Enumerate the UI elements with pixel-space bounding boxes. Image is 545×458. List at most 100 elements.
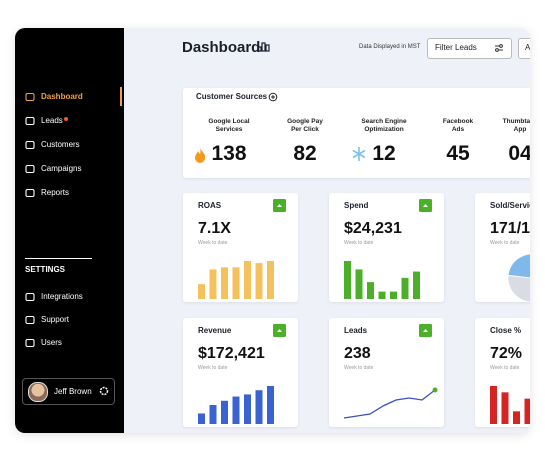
icon (25, 338, 35, 348)
icon (25, 188, 35, 198)
bar (355, 269, 363, 299)
add-icon (268, 92, 278, 102)
title-icon (257, 42, 270, 52)
icon-bar (261, 42, 266, 52)
bar (367, 282, 374, 299)
nav-item[interactable]: Customers (41, 140, 80, 149)
card-value: 238 (344, 345, 371, 362)
card-subtitle: Week to date (344, 240, 374, 246)
add-plus (271, 95, 275, 99)
card-subtitle: Week to date (198, 365, 228, 371)
next-button[interactable]: A (518, 38, 530, 59)
mini-chart (507, 253, 530, 302)
icon-shape (25, 116, 35, 126)
settings-item[interactable]: Support (41, 315, 70, 324)
settings-gear (99, 386, 109, 396)
nav-item[interactable]: Reports (41, 188, 70, 197)
flame (195, 148, 206, 163)
pie-slice (507, 274, 530, 302)
badge-arrow (423, 204, 428, 207)
bar (524, 398, 530, 424)
source-label: Google Pay Per Click (287, 118, 323, 133)
icon-bar (265, 44, 270, 52)
user-name: Jeff Brown (54, 387, 92, 396)
bar (501, 392, 509, 424)
card-subtitle: Week to date (344, 365, 374, 371)
metric-card: Leads 238 Week to date (329, 318, 444, 427)
filter-icon (495, 44, 503, 52)
icon (25, 92, 35, 102)
bar (513, 411, 520, 424)
card-subtitle: Week to date (198, 240, 228, 246)
filter-button[interactable]: Filter Leads (427, 38, 512, 59)
next-button-label: A (525, 43, 530, 52)
bar (401, 277, 409, 299)
mini-chart (343, 387, 438, 419)
card-title: ROAS (198, 201, 222, 210)
nav-item[interactable]: Campaigns (41, 164, 82, 173)
card-title: Sold/Service (490, 201, 530, 210)
metric-card: Close % 72% Week to date (475, 318, 530, 427)
snow-icon (352, 147, 366, 161)
bar (490, 386, 497, 424)
nav-item[interactable]: Dashboard (41, 92, 83, 101)
card-value: 72% (490, 345, 523, 362)
sidebar: Dashboard Leads Customers Campaigns Reports S… (15, 28, 124, 433)
icon-shape (25, 92, 35, 102)
bar (244, 261, 251, 299)
page-title: Dashboard (182, 39, 261, 56)
card-subtitle: Week to date (490, 240, 520, 246)
source-value: 45 (446, 142, 470, 165)
notification-dot (64, 117, 68, 121)
snow-ray (352, 149, 366, 159)
metric-card: Spend $24,231 Week to date (329, 193, 444, 302)
icon (25, 292, 35, 302)
trend-badge (273, 324, 286, 337)
bar (221, 400, 228, 424)
bar (255, 390, 263, 424)
source-label: Thumbtack App (502, 118, 530, 133)
source-label: Search Engine Optimization (361, 118, 407, 133)
panel-title: Customer Sources (196, 92, 268, 101)
metric-card: ROAS 7.1X Week to date (183, 193, 298, 302)
source-value: 138 (211, 142, 247, 165)
icon (25, 116, 35, 126)
icon (25, 164, 35, 174)
nav-item[interactable]: Leads (41, 116, 63, 125)
card-title: Spend (344, 201, 369, 210)
mini-chart (198, 386, 274, 424)
card-value: 7.1X (198, 220, 231, 237)
bar (232, 396, 240, 424)
bar (209, 269, 217, 299)
bar (198, 284, 205, 299)
user-box[interactable]: Jeff Brown (22, 378, 115, 405)
pie-slice (507, 253, 530, 279)
badge-arrow (423, 329, 428, 332)
bar (255, 263, 263, 299)
line (343, 389, 436, 419)
icon (25, 140, 35, 150)
bar (267, 261, 274, 299)
mini-chart (198, 261, 274, 299)
avatar (28, 382, 48, 402)
customer-sources-panel: Customer Sources Google Local Services 138… (183, 88, 530, 178)
gear-ring (99, 386, 109, 396)
app-window: Dashboard Leads Customers Campaigns Reports S… (15, 28, 530, 433)
card-subtitle: Week to date (490, 365, 520, 371)
bar (413, 271, 420, 299)
trend-badge (419, 324, 432, 337)
icon-shape (25, 292, 35, 302)
metric-card: Sold/Service 171/1 Week to date (475, 193, 530, 302)
mini-chart (344, 261, 420, 299)
icon-shape (25, 140, 35, 150)
source-value: 82 (293, 142, 317, 165)
icon-shape (25, 188, 35, 198)
end-point (432, 387, 438, 393)
icon (25, 315, 35, 325)
settings-item[interactable]: Integrations (41, 292, 83, 301)
badge-arrow (277, 329, 282, 332)
bar (390, 291, 397, 299)
icon-knob (495, 48, 499, 52)
card-title: Close % (490, 326, 522, 335)
settings-item[interactable]: Users (41, 338, 62, 347)
